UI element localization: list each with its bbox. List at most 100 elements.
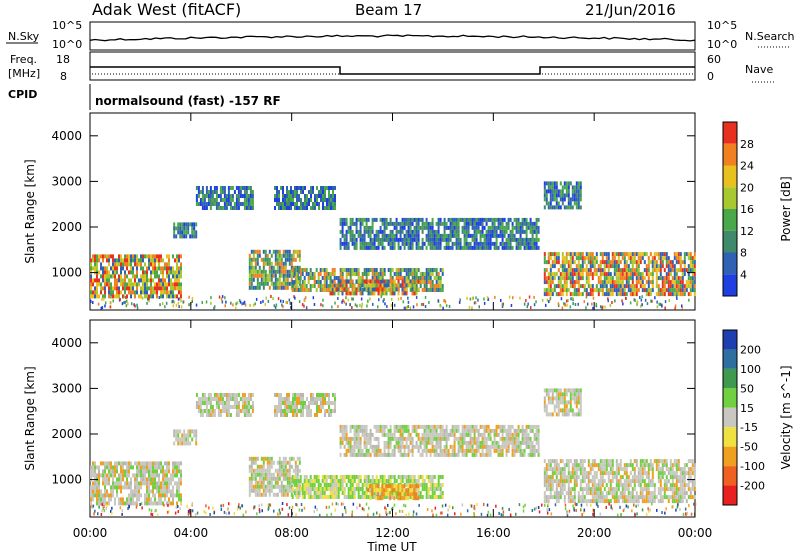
data-cell [553,185,556,190]
data-cell [413,229,416,234]
data-cell [591,252,594,257]
data-cell [589,272,592,277]
data-cell [365,483,368,487]
data-cell [415,484,418,489]
data-cell [132,266,134,271]
data-cell [361,448,364,453]
data-cell [531,221,534,226]
data-cell [543,181,546,186]
data-cell [563,288,566,293]
data-cell [243,198,246,202]
data-cell [248,281,251,286]
data-cell [330,186,332,190]
data-cell [537,217,540,222]
data-cell [94,473,96,478]
data-cell [162,493,164,498]
data-cell [94,254,96,259]
data-cell [433,436,436,441]
data-cell [437,225,440,230]
data-cell [108,461,110,466]
data-cell [205,413,208,417]
data-cell [318,397,320,401]
scatter-cell [571,296,574,300]
data-cell [613,280,616,285]
data-cell [373,491,376,495]
data-cell [168,258,170,263]
data-cell [465,237,468,242]
data-cell [415,245,418,250]
data-cell [683,264,686,269]
data-cell [569,260,572,265]
data-cell [631,280,634,285]
data-cell [633,292,636,297]
data-cell [339,217,342,222]
data-cell [102,274,104,279]
scatter-cell [428,301,430,304]
data-cell [505,225,508,230]
data-cell [633,260,636,265]
data-cell [278,409,280,413]
data-cell [467,245,470,250]
data-cell [395,428,398,433]
data-cell [176,485,178,490]
data-cell [112,266,114,271]
data-cell [102,258,104,263]
data-cell [577,189,580,194]
data-cell [138,493,140,498]
data-cell [170,481,172,486]
data-cell [326,401,328,405]
data-cell [120,485,122,490]
data-cell [215,397,218,401]
data-cell [413,479,416,483]
data-cell [310,190,312,194]
data-cell [140,290,142,295]
data-cell [233,202,236,206]
data-cell [397,424,400,429]
data-cell [345,424,348,429]
data-cell [299,268,302,272]
data-cell [294,265,297,270]
data-cell [262,464,265,469]
data-cell [579,264,582,269]
data-cell [613,260,616,265]
data-cell [431,483,434,487]
data-cell [551,252,554,257]
data-cell [641,276,644,281]
data-cell [325,475,328,479]
data-cell [176,461,178,466]
data-cell [441,237,444,242]
data-cell [371,268,374,272]
data-cell [599,280,602,285]
scatter-cell [351,297,353,301]
data-cell [249,194,252,198]
data-cell [179,441,182,446]
data-cell [201,194,204,198]
data-cell [248,257,251,262]
data-cell [449,452,452,457]
data-cell [563,260,566,265]
data-cell [369,440,372,445]
data-cell [423,276,426,280]
data-cell [401,241,404,246]
data-cell [401,229,404,234]
data-cell [677,252,680,257]
data-cell [343,283,346,288]
data-cell [176,274,178,279]
data-cell [419,225,422,230]
scatter-cell [641,295,643,299]
data-cell [313,487,316,491]
data-cell [189,429,192,434]
data-cell [355,229,358,234]
data-cell [485,221,488,226]
data-cell [278,198,280,202]
data-cell [142,469,144,474]
data-cell [543,276,546,281]
scatter-cell [275,303,278,307]
data-cell [351,487,354,491]
data-cell [439,444,442,449]
data-cell [459,440,462,445]
data-cell [170,290,172,295]
data-cell [659,288,662,293]
data-cell [427,288,430,292]
data-cell [128,485,130,490]
